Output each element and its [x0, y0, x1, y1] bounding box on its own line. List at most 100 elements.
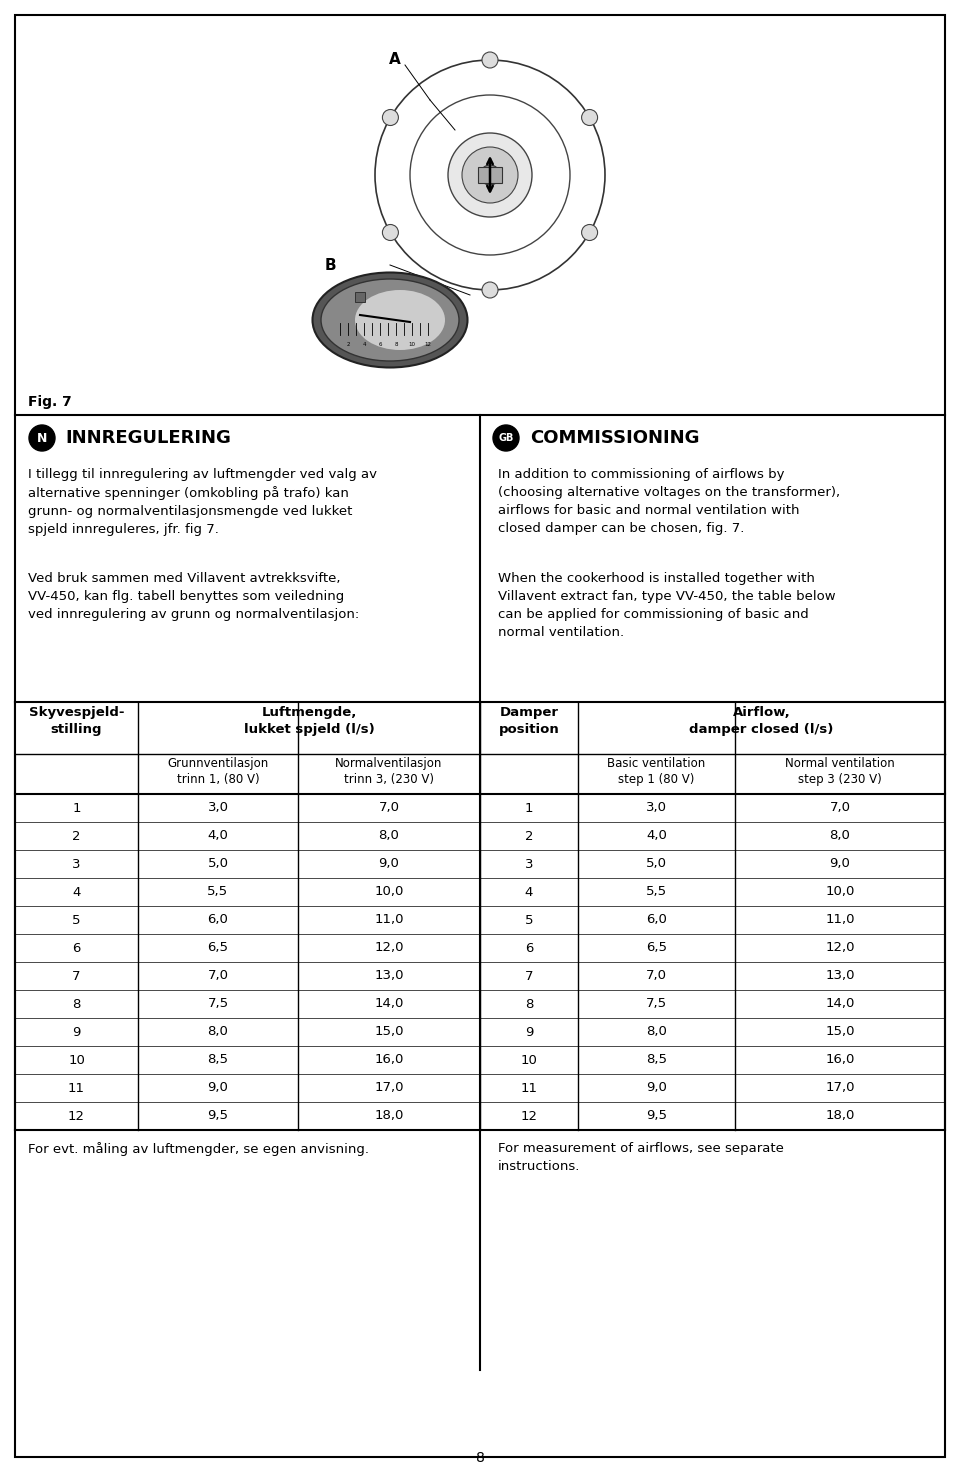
Text: 4,0: 4,0	[207, 830, 228, 842]
Text: Normalventilasjon
trinn 3, (230 V): Normalventilasjon trinn 3, (230 V)	[335, 757, 443, 786]
Text: Skyvespjeld-
stilling: Skyvespjeld- stilling	[29, 707, 124, 736]
Text: 18,0: 18,0	[826, 1110, 854, 1123]
Text: 3,0: 3,0	[646, 801, 667, 814]
Text: 17,0: 17,0	[374, 1082, 404, 1095]
Text: 7,5: 7,5	[207, 998, 228, 1010]
Text: 8,0: 8,0	[829, 830, 851, 842]
Text: 18,0: 18,0	[374, 1110, 404, 1123]
Circle shape	[482, 283, 498, 297]
Text: Damper
position: Damper position	[498, 707, 560, 736]
Text: 11,0: 11,0	[374, 914, 404, 926]
Text: 10: 10	[68, 1054, 84, 1067]
Text: 8,0: 8,0	[378, 830, 399, 842]
Text: 7: 7	[72, 970, 81, 982]
Text: COMMISSIONING: COMMISSIONING	[530, 428, 700, 447]
Text: For evt. måling av luftmengder, se egen anvisning.: For evt. måling av luftmengder, se egen …	[28, 1142, 369, 1156]
Text: 6: 6	[72, 942, 81, 954]
Circle shape	[582, 225, 597, 240]
Text: 12,0: 12,0	[374, 942, 404, 954]
Text: 9,0: 9,0	[207, 1082, 228, 1095]
Text: For measurement of airflows, see separate
instructions.: For measurement of airflows, see separat…	[498, 1142, 784, 1173]
Text: Luftmengde,
lukket spjeld (l/s): Luftmengde, lukket spjeld (l/s)	[244, 707, 374, 736]
Circle shape	[493, 425, 519, 450]
Text: 5: 5	[525, 914, 533, 926]
Circle shape	[482, 52, 498, 68]
Text: 14,0: 14,0	[826, 998, 854, 1010]
Text: 10,0: 10,0	[374, 886, 404, 898]
Text: 10: 10	[520, 1054, 538, 1067]
Text: 5,5: 5,5	[646, 886, 667, 898]
Text: 7,5: 7,5	[646, 998, 667, 1010]
Text: 8: 8	[475, 1451, 485, 1465]
Text: 6,5: 6,5	[207, 942, 228, 954]
Text: Normal ventilation
step 3 (230 V): Normal ventilation step 3 (230 V)	[785, 757, 895, 786]
Text: 10,0: 10,0	[826, 886, 854, 898]
Text: 17,0: 17,0	[826, 1082, 854, 1095]
Ellipse shape	[355, 290, 445, 350]
Circle shape	[382, 109, 398, 125]
Text: 6,0: 6,0	[207, 914, 228, 926]
Text: 11: 11	[520, 1082, 538, 1095]
Text: INNREGULERING: INNREGULERING	[65, 428, 230, 447]
Text: 1: 1	[72, 801, 81, 814]
Text: 16,0: 16,0	[826, 1054, 854, 1067]
Text: Basic ventilation
step 1 (80 V): Basic ventilation step 1 (80 V)	[608, 757, 706, 786]
Text: 1: 1	[525, 801, 533, 814]
Text: I tillegg til innregulering av luftmengder ved valg av
alternative spenninger (o: I tillegg til innregulering av luftmengd…	[28, 468, 377, 536]
Text: GB: GB	[498, 433, 514, 443]
Text: 8: 8	[525, 998, 533, 1010]
Text: Fig. 7: Fig. 7	[28, 394, 72, 409]
Text: 12,0: 12,0	[826, 942, 854, 954]
Text: 7,0: 7,0	[378, 801, 399, 814]
Text: 16,0: 16,0	[374, 1054, 404, 1067]
Text: 3,0: 3,0	[207, 801, 228, 814]
Text: 3: 3	[72, 858, 81, 870]
Text: 2: 2	[72, 830, 81, 842]
Text: 9: 9	[525, 1026, 533, 1039]
Text: 8,5: 8,5	[207, 1054, 228, 1067]
Text: 15,0: 15,0	[374, 1026, 404, 1039]
Text: 11: 11	[68, 1082, 85, 1095]
Text: 8: 8	[395, 342, 397, 347]
Text: 3: 3	[525, 858, 533, 870]
Text: Ved bruk sammen med Villavent avtrekksvifte,
VV-450, kan flg. tabell benyttes so: Ved bruk sammen med Villavent avtrekksvi…	[28, 573, 359, 621]
Ellipse shape	[313, 272, 468, 368]
Text: Grunnventilasjon
trinn 1, (80 V): Grunnventilasjon trinn 1, (80 V)	[167, 757, 269, 786]
Text: 13,0: 13,0	[826, 970, 854, 982]
Text: In addition to commissioning of airflows by
(choosing alternative voltages on th: In addition to commissioning of airflows…	[498, 468, 840, 534]
Text: 12: 12	[520, 1110, 538, 1123]
Text: 5,0: 5,0	[646, 858, 667, 870]
Text: 7: 7	[525, 970, 533, 982]
Text: 13,0: 13,0	[374, 970, 404, 982]
Text: 11,0: 11,0	[826, 914, 854, 926]
Circle shape	[462, 147, 518, 203]
Circle shape	[480, 165, 500, 185]
Circle shape	[448, 132, 532, 216]
Text: 5,0: 5,0	[207, 858, 228, 870]
Text: 8,5: 8,5	[646, 1054, 667, 1067]
Text: 9,0: 9,0	[378, 858, 399, 870]
Text: 9,5: 9,5	[207, 1110, 228, 1123]
Text: 12: 12	[424, 342, 431, 347]
Text: 6: 6	[525, 942, 533, 954]
Text: 4: 4	[362, 342, 366, 347]
Text: A: A	[389, 53, 401, 68]
Bar	[478, 166, 502, 183]
Circle shape	[582, 109, 597, 125]
Text: 7,0: 7,0	[207, 970, 228, 982]
Text: 9,0: 9,0	[829, 858, 851, 870]
Text: 8: 8	[72, 998, 81, 1010]
Text: B: B	[324, 258, 336, 272]
Text: When the cookerhood is installed together with
Villavent extract fan, type VV-45: When the cookerhood is installed togethe…	[498, 573, 835, 639]
Ellipse shape	[321, 280, 459, 361]
Text: 6: 6	[378, 342, 382, 347]
Text: 4,0: 4,0	[646, 830, 667, 842]
Text: 9: 9	[72, 1026, 81, 1039]
Text: 12: 12	[68, 1110, 85, 1123]
Circle shape	[29, 425, 55, 450]
Text: 4: 4	[525, 886, 533, 898]
Text: 5,5: 5,5	[207, 886, 228, 898]
Bar	[355, 291, 365, 302]
Text: 9,5: 9,5	[646, 1110, 667, 1123]
Text: N: N	[36, 431, 47, 445]
